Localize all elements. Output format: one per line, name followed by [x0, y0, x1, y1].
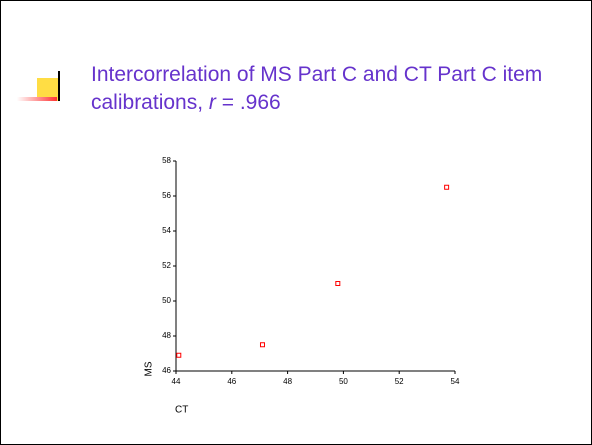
y-tick-label: 58: [162, 156, 171, 165]
title-text: Intercorrelation of MS Part C and CT Par…: [91, 63, 543, 114]
y-axis-label: MS: [144, 361, 155, 376]
y-tick-label: 46: [162, 366, 171, 375]
title-italic: r: [208, 91, 216, 114]
point: [444, 184, 450, 190]
title-end: = .966: [221, 91, 281, 114]
y-tick-label: 48: [162, 331, 171, 340]
point: [176, 352, 182, 358]
x-tick-label: 48: [283, 377, 292, 386]
x-tick-label: 50: [339, 377, 348, 386]
x-tick-label: 52: [395, 377, 404, 386]
y-tick-label: 50: [162, 296, 171, 305]
decoration: [17, 71, 60, 101]
y-tick-label: 56: [162, 191, 171, 200]
point: [259, 342, 265, 348]
x-axis-label: CT: [175, 405, 188, 416]
y-tick-label: 52: [162, 261, 171, 270]
x-tick-label: 44: [172, 377, 181, 386]
x-tick-label: 46: [227, 377, 236, 386]
x-tick-label: 54: [451, 377, 460, 386]
slide-title: Intercorrelation of MS Part C and CT Par…: [91, 61, 571, 117]
y-tick-label: 54: [162, 226, 171, 235]
point: [335, 281, 341, 286]
